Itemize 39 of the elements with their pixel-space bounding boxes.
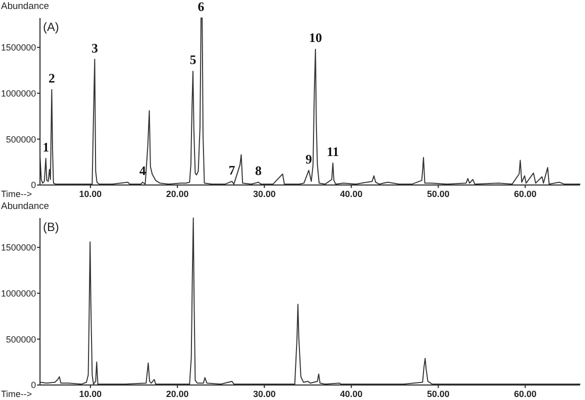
- chart-title: (B): [43, 220, 59, 234]
- chart-title: (A): [43, 20, 59, 34]
- line-series: [40, 218, 580, 385]
- y-axis-title: Abundance: [1, 201, 50, 212]
- x-tick-label: 40.00: [340, 389, 363, 399]
- annotation: 10: [308, 30, 322, 46]
- x-tick-label: 20.00: [166, 389, 189, 399]
- annotation: 6: [198, 0, 205, 14]
- y-tick-label: 1000000: [0, 288, 36, 298]
- x-tick-label: 30.00: [253, 189, 276, 199]
- y-tick-label: 1500000: [0, 242, 36, 253]
- annotation: 2: [48, 70, 55, 86]
- y-tick-label: 1500000: [0, 42, 36, 53]
- y-tick-label: 500000: [6, 334, 36, 344]
- annotation: 1: [42, 139, 50, 154]
- x-tick-label: 20.00: [166, 189, 189, 199]
- annotation: 4: [139, 163, 146, 178]
- annotation: 8: [255, 163, 262, 178]
- annotation: 9: [306, 151, 313, 166]
- annotation: 7: [228, 162, 236, 178]
- x-tick-label: 10.00: [79, 189, 102, 199]
- y-tick-label: 0: [30, 380, 36, 390]
- y-axis-title: Abundance: [1, 1, 50, 12]
- x-tick-label: 60.00: [514, 189, 536, 199]
- x-axis-title: Time-->: [1, 189, 32, 199]
- y-tick-label: 1000000: [0, 88, 36, 98]
- x-axis-title: Time-->: [1, 389, 32, 399]
- x-tick-label: 10.00: [79, 389, 102, 399]
- line-series: [40, 18, 580, 185]
- x-tick-label: 30.00: [253, 389, 276, 399]
- y-tick-label: 0: [30, 180, 36, 190]
- x-tick-label: 50.00: [426, 189, 450, 199]
- x-tick-label: 60.00: [514, 389, 536, 399]
- annotation: 3: [91, 40, 98, 56]
- annotation: 11: [326, 144, 340, 159]
- annotation: 5: [190, 52, 197, 68]
- y-tick-label: 500000: [6, 134, 36, 144]
- x-tick-label: 40.00: [340, 189, 363, 199]
- x-tick-label: 50.00: [426, 389, 450, 399]
